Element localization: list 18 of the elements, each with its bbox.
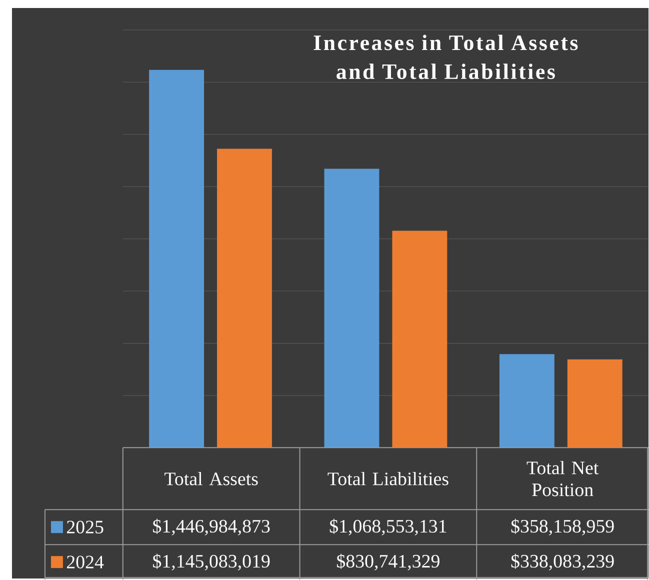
- legend-label: 2024: [66, 556, 104, 568]
- data-label: $1,068,553,131: [330, 518, 446, 536]
- data-label: $1,446,984,873: [153, 518, 270, 536]
- x-tick-label: Total Liabilities: [328, 472, 448, 486]
- bar: [217, 148, 272, 448]
- text: Increases in Total Assets and Total Liabilities: [314, 34, 578, 80]
- bar: [324, 168, 380, 448]
- data-label: $830,741,329: [337, 554, 440, 570]
- data-label: $338,083,239: [511, 554, 614, 570]
- data-label: $358,158,959: [511, 518, 614, 536]
- x-tick-label: Total Assets: [164, 472, 258, 486]
- data-label: $1,145,083,019: [153, 554, 270, 570]
- bar: [499, 354, 554, 448]
- x-tick-label: Total Net Position: [526, 461, 599, 496]
- bar: [392, 230, 448, 448]
- legend-label: 2025: [66, 520, 104, 534]
- bar: [567, 359, 622, 448]
- bar: [149, 70, 204, 448]
